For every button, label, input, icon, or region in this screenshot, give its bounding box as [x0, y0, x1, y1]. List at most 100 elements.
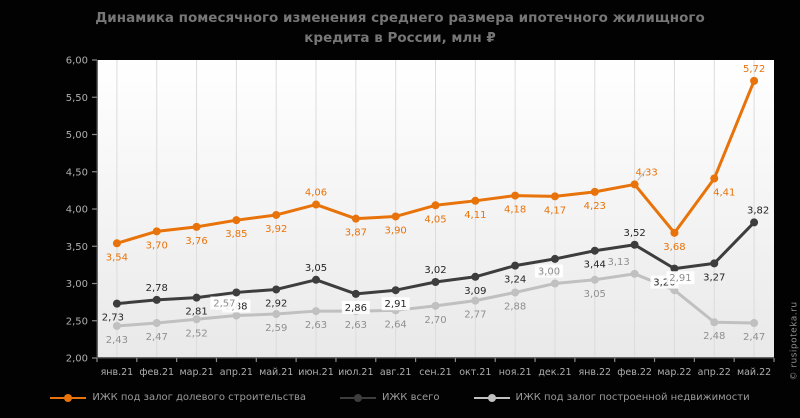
data-point: [152, 295, 161, 304]
value-label: 4,23: [584, 201, 606, 212]
data-point: [590, 275, 599, 284]
x-tick-label: янв.21: [101, 367, 134, 378]
value-label: 2,91: [669, 273, 691, 284]
value-label: 2,73: [102, 313, 124, 324]
data-point: [112, 239, 121, 248]
value-label: 3,82: [747, 205, 769, 216]
data-point: [590, 187, 599, 196]
legend-item-2: ИЖК под залог построенной недвижимости: [473, 392, 750, 403]
value-label: 2,43: [106, 335, 128, 346]
data-point: [630, 240, 639, 249]
data-point: [112, 299, 121, 308]
data-point: [351, 214, 360, 223]
x-tick-label: янв.22: [578, 367, 611, 378]
value-label-bg: [666, 271, 695, 285]
x-tick-label: дек.21: [538, 367, 571, 378]
data-point: [471, 296, 480, 305]
value-label: 4,11: [464, 210, 486, 221]
value-label: 2,63: [345, 320, 367, 331]
value-label: 2,88: [504, 301, 526, 312]
value-label: 3,76: [185, 236, 207, 247]
legend-item-1: ИЖК всего: [340, 392, 440, 403]
value-label: 2,52: [185, 328, 207, 339]
value-label: 3,44: [584, 260, 606, 271]
data-point: [670, 228, 679, 237]
x-tick-label: окт.21: [459, 367, 491, 378]
value-label: 5,72: [743, 64, 765, 75]
data-point: [192, 222, 201, 231]
value-label: 2,86: [345, 303, 367, 314]
data-point: [192, 293, 201, 302]
x-tick-label: июл.21: [338, 367, 373, 378]
value-label: 3,68: [663, 242, 685, 253]
legend-marker-icon: [50, 393, 87, 402]
value-label: 2,47: [146, 332, 168, 343]
data-point: [590, 246, 599, 255]
data-point: [312, 275, 321, 284]
data-point: [152, 318, 161, 327]
data-point: [232, 216, 241, 225]
value-label: 4,06: [305, 188, 327, 199]
data-point: [471, 196, 480, 205]
data-point: [391, 212, 400, 221]
legend-label: ИЖК под залог долевого строительства: [92, 392, 307, 403]
legend-label: ИЖК всего: [382, 392, 440, 403]
value-label: 4,41: [713, 187, 735, 198]
data-point: [511, 191, 520, 200]
data-point: [511, 288, 520, 297]
x-tick-label: мар.22: [657, 367, 691, 378]
y-tick-label: 4,50: [66, 167, 88, 178]
label-leader-line: [637, 170, 647, 181]
value-label: 3,09: [464, 286, 486, 297]
x-tick-label: фев.22: [617, 367, 652, 378]
value-label: 2,78: [146, 283, 168, 294]
data-point: [750, 318, 759, 327]
value-label: 2,63: [305, 320, 327, 331]
value-label: 2,77: [464, 310, 486, 321]
value-label: 3,20: [653, 278, 675, 289]
data-point: [391, 286, 400, 295]
data-point: [431, 301, 440, 310]
value-label: 3,27: [703, 272, 725, 283]
legend-label: ИЖК под залог построенной недвижимости: [515, 392, 750, 403]
chart-title: Динамика помесячного изменения среднего …: [95, 10, 705, 47]
value-label-bg: [381, 297, 410, 311]
y-tick-label: 4,00: [66, 205, 88, 216]
data-point: [272, 210, 281, 219]
chart-legend: ИЖК под залог долевого строительства ИЖК …: [0, 392, 800, 403]
value-label: 3,54: [106, 252, 128, 263]
value-label: 3,05: [305, 263, 327, 274]
data-point: [550, 192, 559, 201]
value-label: 3,90: [385, 225, 407, 236]
data-point: [192, 315, 201, 324]
x-tick-label: фев.21: [139, 367, 174, 378]
data-point: [431, 201, 440, 210]
x-tick-label: апр.21: [220, 367, 253, 378]
legend-marker-icon: [473, 393, 510, 402]
data-point: [710, 318, 719, 327]
x-tick-label: ноя.21: [499, 367, 532, 378]
y-tick-label: 3,50: [66, 242, 88, 253]
data-point: [550, 279, 559, 288]
watermark: © rusipoteka.ru: [789, 301, 800, 381]
value-label: 4,33: [635, 167, 657, 178]
value-label-bg: [534, 264, 563, 278]
legend-marker-icon: [340, 393, 377, 402]
x-tick-label: июн.21: [298, 367, 334, 378]
value-label: 3,24: [504, 275, 526, 286]
data-point: [232, 311, 241, 320]
value-label: 4,18: [504, 205, 526, 216]
data-point: [471, 272, 480, 281]
data-point: [232, 288, 241, 297]
data-point: [272, 310, 281, 319]
data-point: [351, 289, 360, 298]
data-point: [152, 227, 161, 236]
legend-item-0: ИЖК под залог долевого строительства: [50, 392, 306, 403]
value-label: 3,00: [538, 267, 560, 278]
data-point: [511, 261, 520, 270]
data-point: [312, 200, 321, 209]
data-point: [710, 259, 719, 268]
y-tick-label: 2,00: [66, 354, 88, 365]
value-label: 2,64: [385, 319, 407, 330]
value-label: 2,92: [265, 298, 287, 309]
